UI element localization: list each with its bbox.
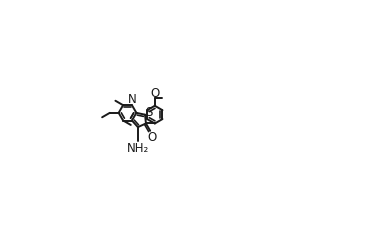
Text: O: O xyxy=(150,87,160,100)
Text: NH₂: NH₂ xyxy=(127,141,149,154)
Text: O: O xyxy=(148,131,157,144)
Text: N: N xyxy=(128,93,136,106)
Text: S: S xyxy=(145,105,152,118)
